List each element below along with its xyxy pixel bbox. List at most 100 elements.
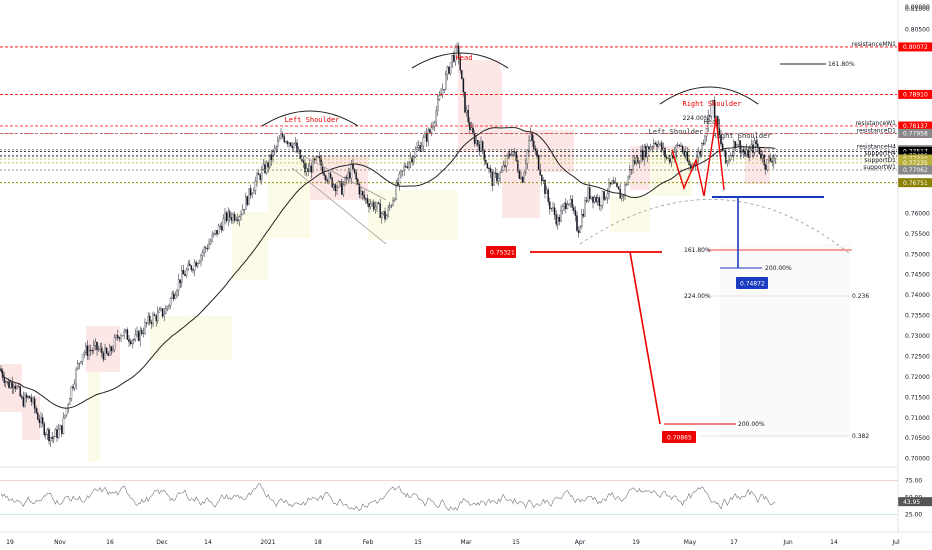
candle-body [187,263,189,271]
candle-body [158,309,161,313]
time-tick-label: 15 [414,539,422,546]
candle-body [685,151,687,156]
candle-body [403,166,405,171]
level-name: resistanceH4 [857,144,896,151]
time-axis: 19 Nov 16 Dec 14 2021 18 Feb 15 Mar 15 Apr 19 May 17 Ju… [0,531,932,546]
candle-body [669,158,671,163]
candle-body [75,368,77,385]
candle-body [606,193,609,198]
candle-body [235,219,237,221]
fib-224-low-label: 224.00% [684,293,711,300]
candle-body [253,190,255,194]
left-shoulder-arc [261,110,359,127]
candle-body [168,305,170,307]
candle-body [406,166,409,168]
candle-body [35,408,37,413]
candle-body [707,115,709,129]
candle-body [526,149,529,164]
right-shoulder-label: Right Shoulder [682,100,741,108]
candle-body [648,146,650,150]
candle-body [597,197,599,202]
candle-body [350,163,353,179]
candle-body [347,172,349,180]
candle-body [209,240,212,245]
candle-body [293,143,295,149]
candle-body [3,377,5,383]
candle-body [283,136,285,142]
candle-body [328,173,330,182]
candle-body [0,368,2,372]
small-left-shoulder-label: Left Shoulder [649,128,704,136]
candle-body [217,225,220,235]
candle-body [518,170,521,179]
price-tick-label: 0.76000 [905,210,930,217]
candle-body [512,151,514,155]
rsi-tick-label: 25.00 [905,512,922,519]
rsi-line [0,483,776,512]
candle-body [624,184,626,196]
candle-body [317,156,319,158]
candle-body [227,211,229,221]
candle-body [390,205,393,207]
candle-body [501,170,503,173]
time-tick-label: Jun [782,539,793,546]
candle-body [165,308,167,315]
candle-body [363,194,365,199]
candle-body [681,145,684,153]
price-tick-label: 0.70000 [905,456,930,463]
candle-body [477,140,479,145]
candle-body [115,335,117,338]
time-tick-label: 16 [106,539,114,546]
candle-body [365,198,367,200]
candle-body [173,293,175,299]
candle-body [120,335,122,339]
candle-body [213,233,215,236]
fib-161-top-label: 161.80% [828,61,855,68]
candle-body [337,181,340,188]
candle-body [137,331,140,341]
rsi-current-tag [898,497,932,507]
candle-body [174,295,177,299]
candle-body [315,156,317,161]
candle-body [387,207,389,217]
candle-body [419,145,421,152]
level-tag-label: 0.78137 [903,123,928,130]
fib-382-label: 0.382 [852,433,869,440]
candle-body [361,191,364,196]
candle-body [333,184,335,188]
candle-body [393,198,396,201]
candle-body [605,197,607,200]
candle-body [409,157,412,163]
candle-body [49,437,52,442]
candle-body [243,209,245,211]
candle-body [129,341,132,345]
candle-body [600,205,602,206]
candle-body [200,255,202,262]
candle-body [366,198,369,204]
candle-body [342,184,345,195]
candle-body [248,188,250,205]
candle-body [97,349,100,351]
candle-body [277,140,279,147]
candle-body [280,133,282,139]
candle-body [497,178,500,182]
candle-body [565,203,567,209]
neckline-price-tag [486,246,516,258]
candle-body [171,293,173,299]
candle-body [91,350,93,352]
candle-body [449,62,452,74]
level-tag-label: 0.80072 [903,44,928,51]
candle-body [214,230,217,234]
candle-body [131,340,133,345]
candle-body [64,414,66,418]
price-tick-label: 0.70500 [905,435,930,442]
candle-body [373,202,375,210]
candle-body [368,203,370,208]
shaded-zone [458,60,500,80]
candle-body [73,383,76,389]
candle-body [545,189,548,194]
candle-body [318,156,321,159]
price-tick-label: 0.74500 [905,272,930,279]
